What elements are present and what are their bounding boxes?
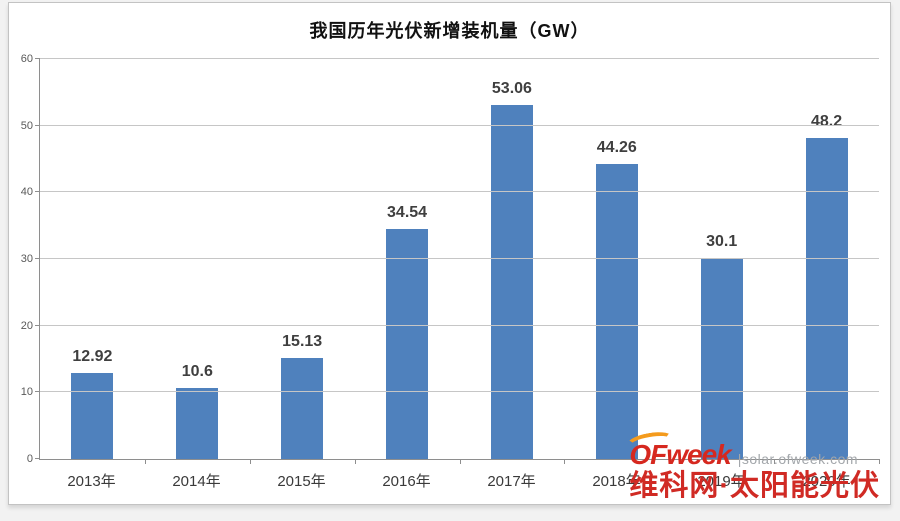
- y-tick-label: 40: [20, 186, 33, 199]
- gridline: [40, 258, 879, 259]
- y-tick-mark: [35, 324, 40, 326]
- bar-cell-2013年: 12.92: [40, 59, 145, 459]
- bar-2017年: [490, 105, 533, 459]
- x-axis-label-2019年: 2019年: [697, 473, 746, 490]
- bar-value-label-2020年: 48.2: [810, 112, 843, 130]
- gridline: [40, 324, 879, 326]
- y-tick-label: 60: [20, 53, 33, 65]
- bar-value-label-2016年: 34.54: [387, 203, 428, 221]
- bar-cell-2014年: 10.6: [145, 59, 250, 459]
- bar-cell-2015年: 15.13: [250, 59, 355, 459]
- bar-value-label-2018年: 44.26: [596, 138, 637, 156]
- x-tick-mark: [144, 459, 146, 464]
- bar-cell-2019年: 30.1: [669, 59, 774, 459]
- x-axis-label-2014年: 2014年: [172, 473, 221, 490]
- bar-cell-2018年: 44.26: [564, 59, 669, 459]
- bar-2015年: [281, 358, 324, 459]
- y-tick-label: 20: [20, 319, 33, 332]
- gridline: [40, 58, 879, 59]
- bar-2013年: [71, 372, 114, 459]
- y-tick-mark: [35, 458, 40, 459]
- bar-value-label-2015年: 15.13: [282, 333, 323, 351]
- y-tick-label: 10: [20, 386, 33, 399]
- gridline: [40, 191, 879, 193]
- x-tick-mark: [669, 459, 671, 464]
- y-tick-mark: [35, 58, 40, 59]
- x-tick-mark: [564, 459, 566, 464]
- y-tick-label: 0: [26, 453, 33, 465]
- chart-title: 我国历年光伏新增装机量（GW）: [309, 21, 590, 41]
- bar-2016年: [386, 228, 429, 459]
- bar-cell-2016年: 34.54: [355, 59, 460, 459]
- y-tick-label: 50: [20, 119, 33, 132]
- x-tick-mark: [879, 459, 880, 464]
- y-tick-label: 30: [20, 253, 33, 265]
- x-axis-labels: 2013年 2014年 2015年 2016年 2017年 2018年 2019年 2020年: [39, 470, 879, 492]
- bar-cell-2017年: 53.06: [460, 59, 565, 459]
- y-tick-mark: [35, 191, 40, 193]
- bars-row: 12.92 10.6 15.13 34.54 53.06 44.26 30.1 48.2: [40, 59, 879, 459]
- bar-2014年: [176, 388, 219, 459]
- x-tick-mark: [459, 459, 461, 464]
- gridline: [40, 124, 879, 126]
- x-axis-label-2015年: 2015年: [277, 473, 326, 490]
- x-axis-label-2013年: 2013年: [67, 473, 116, 490]
- bar-value-label-2017年: 53.06: [491, 80, 532, 98]
- y-tick-mark: [35, 391, 40, 393]
- gridline: [40, 391, 879, 393]
- y-tick-mark: [35, 258, 40, 259]
- bar-cell-2020年: 48.2: [774, 59, 879, 459]
- bar-value-label-2013年: 12.92: [72, 347, 113, 365]
- x-axis-label-2016年: 2016年: [382, 473, 431, 490]
- bar-2019年: [700, 258, 743, 459]
- bar-value-label-2014年: 10.6: [181, 363, 213, 381]
- x-axis-label-2020年: 2020年: [802, 473, 851, 490]
- x-tick-mark: [774, 459, 776, 464]
- x-axis-label-2017年: 2017年: [487, 473, 536, 490]
- bar-2020年: [805, 137, 848, 459]
- x-tick-mark: [354, 459, 356, 464]
- chart-frame: 我国历年光伏新增装机量（GW） 12.92 10.6 15.13 34.54 53.06…: [8, 2, 891, 505]
- bar-value-label-2019年: 30.1: [706, 233, 738, 251]
- y-tick-mark: [35, 124, 40, 126]
- x-tick-mark: [249, 459, 251, 464]
- bar-2018年: [595, 163, 638, 459]
- x-axis-label-2018年: 2018年: [592, 473, 641, 490]
